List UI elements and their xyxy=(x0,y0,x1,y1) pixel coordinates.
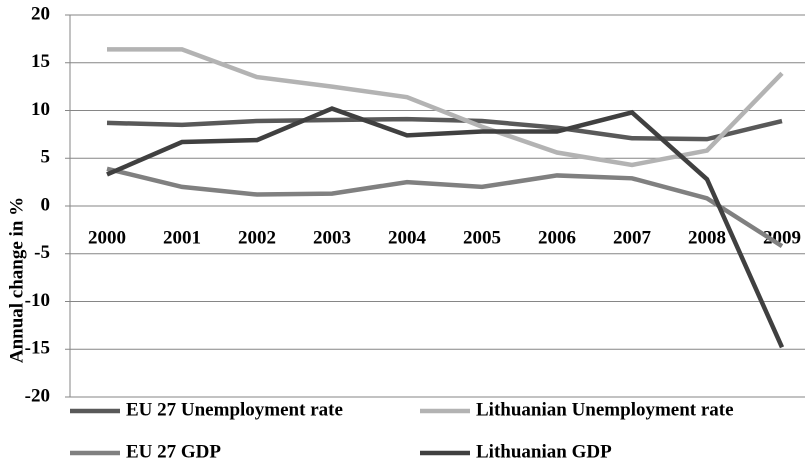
x-tick-label: 2004 xyxy=(388,227,427,248)
x-tick-label: 2007 xyxy=(613,227,652,248)
y-tick-label: 20 xyxy=(31,3,50,24)
y-tick-label: -10 xyxy=(25,290,50,311)
legend-label: Lithuanian Unemployment rate xyxy=(476,399,734,420)
legend-label: Lithuanian GDP xyxy=(476,441,612,462)
x-tick-label: 2008 xyxy=(688,227,726,248)
x-tick-label: 2000 xyxy=(88,227,126,248)
y-axis-label: Annual change in % xyxy=(6,197,27,363)
y-tick-label: -15 xyxy=(25,338,50,359)
series-line xyxy=(106,116,783,142)
y-tick-label: 10 xyxy=(31,99,50,120)
series-line xyxy=(106,106,785,349)
x-tick-label: 2006 xyxy=(538,227,576,248)
y-tick-label: -5 xyxy=(34,242,50,263)
y-tick-label: 15 xyxy=(31,51,50,72)
legend-label: EU 27 GDP xyxy=(126,441,221,462)
series-line xyxy=(106,166,784,249)
legend-label: EU 27 Unemployment rate xyxy=(126,399,343,420)
x-tick-label: 2001 xyxy=(163,227,201,248)
x-tick-label: 2002 xyxy=(238,227,276,248)
y-tick-label: 5 xyxy=(41,147,51,168)
x-tick-label: 2009 xyxy=(763,227,801,248)
x-tick-label: 2003 xyxy=(313,227,351,248)
x-tick-label: 2005 xyxy=(463,227,501,248)
series-line xyxy=(107,47,784,168)
y-tick-label: -20 xyxy=(25,385,50,406)
y-tick-label: 0 xyxy=(41,194,51,215)
